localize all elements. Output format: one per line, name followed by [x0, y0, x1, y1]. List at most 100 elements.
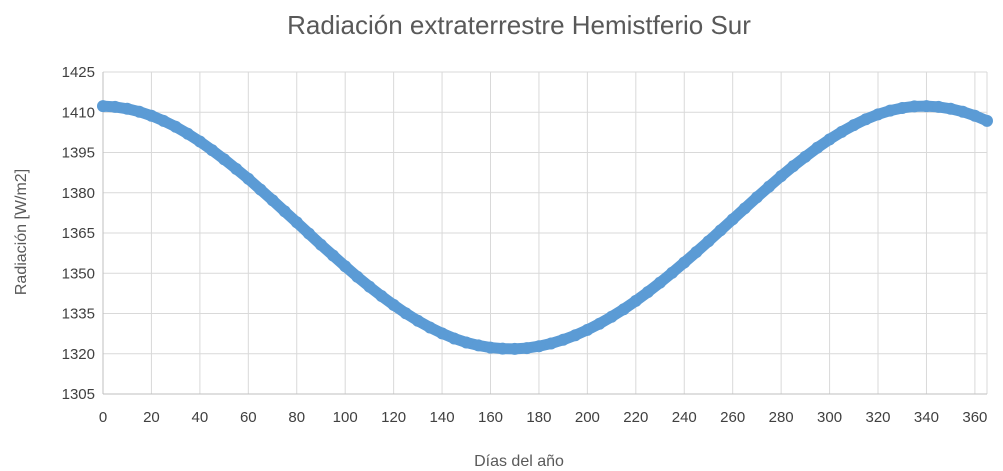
data-point [230, 162, 243, 175]
series-line-0 [97, 100, 993, 355]
x-tick-label-0: 0 [99, 409, 107, 426]
data-point [460, 336, 473, 349]
x-tick-label-10: 200 [575, 409, 600, 426]
data-point [436, 327, 449, 340]
data-point [205, 144, 218, 157]
gridlines [102, 71, 988, 395]
data-point [411, 314, 424, 327]
data-point [375, 290, 388, 303]
data-point [956, 105, 969, 118]
data-point [666, 266, 679, 279]
data-point [532, 340, 545, 353]
data-point [726, 213, 739, 226]
data-point [896, 101, 909, 114]
data-point [968, 109, 981, 122]
data-point [799, 150, 812, 163]
x-tick-label-2: 40 [192, 409, 209, 426]
data-point [339, 260, 352, 273]
data-point [387, 298, 400, 311]
y-axis-label: Radiación [W/m2] [13, 169, 30, 295]
y-tick-label-4: 1365 [62, 225, 95, 242]
data-point [629, 294, 642, 307]
data-point [193, 135, 206, 148]
y-tick-label-1: 1320 [62, 346, 95, 363]
x-axis-ticks: 0 20 40 60 80 100 120 140 160 180 200 220 240 260 280 3… [99, 409, 988, 426]
data-point [545, 337, 558, 350]
data-point [859, 113, 872, 126]
data-series [97, 100, 993, 355]
data-point [508, 342, 521, 355]
data-point [145, 109, 158, 122]
data-point [775, 170, 788, 183]
x-axis-label: Días del año [474, 453, 564, 470]
data-point [399, 307, 412, 320]
data-point [520, 342, 533, 355]
y-axis-ticks: 1305 1320 1335 1350 1365 1380 1395 1410 1425 [62, 64, 95, 403]
data-point [484, 341, 497, 354]
data-point [254, 183, 267, 196]
data-point [847, 119, 860, 132]
data-point [496, 342, 509, 355]
data-point [981, 114, 993, 127]
data-point [884, 104, 897, 117]
data-point [133, 105, 146, 118]
data-point [448, 332, 461, 345]
data-point [266, 194, 279, 207]
y-tick-label-3: 1350 [62, 265, 95, 282]
y-tick-label-2: 1335 [62, 306, 95, 323]
data-point [593, 317, 606, 330]
x-tick-label-13: 260 [720, 409, 745, 426]
x-tick-label-18: 360 [962, 409, 987, 426]
data-point [654, 276, 667, 289]
data-point [932, 100, 945, 113]
x-tick-label-12: 240 [672, 409, 697, 426]
data-point [738, 202, 751, 215]
data-point [278, 205, 291, 218]
data-point [605, 310, 618, 323]
data-point [944, 102, 957, 115]
data-point [290, 216, 303, 229]
data-point [472, 339, 485, 352]
data-point [351, 270, 364, 283]
x-tick-label-9: 180 [526, 409, 551, 426]
x-tick-label-16: 320 [865, 409, 890, 426]
data-point [423, 321, 436, 334]
data-point [690, 246, 703, 259]
y-tick-label-0: 1305 [62, 386, 95, 403]
data-point [218, 153, 231, 166]
data-point [641, 286, 654, 299]
data-point [787, 160, 800, 173]
data-point [908, 100, 921, 113]
data-point [835, 125, 848, 138]
y-tick-label-6: 1395 [62, 145, 95, 162]
x-tick-label-7: 140 [430, 409, 455, 426]
data-point [872, 108, 885, 121]
data-point [242, 172, 255, 185]
data-point [121, 102, 134, 115]
x-tick-label-8: 160 [478, 409, 503, 426]
chart-title: Radiación extraterrestre Hemistferio Sur [287, 10, 751, 40]
data-point [569, 329, 582, 342]
x-tick-label-15: 300 [817, 409, 842, 426]
x-tick-label-3: 60 [240, 409, 257, 426]
data-point [97, 100, 109, 113]
data-point [109, 100, 122, 113]
data-point [363, 280, 376, 293]
data-point [557, 333, 570, 346]
data-point [920, 100, 933, 113]
data-point [581, 323, 594, 336]
x-tick-label-14: 280 [769, 409, 794, 426]
data-point [314, 238, 327, 251]
data-point [714, 224, 727, 237]
y-tick-label-8: 1425 [62, 64, 95, 81]
data-point [702, 235, 715, 248]
x-tick-label-5: 100 [333, 409, 358, 426]
x-tick-label-11: 220 [623, 409, 648, 426]
data-point [181, 127, 194, 140]
data-point [811, 141, 824, 154]
y-tick-label-7: 1410 [62, 104, 95, 121]
x-tick-label-17: 340 [914, 409, 939, 426]
data-point [617, 303, 630, 316]
x-tick-label-1: 20 [143, 409, 160, 426]
